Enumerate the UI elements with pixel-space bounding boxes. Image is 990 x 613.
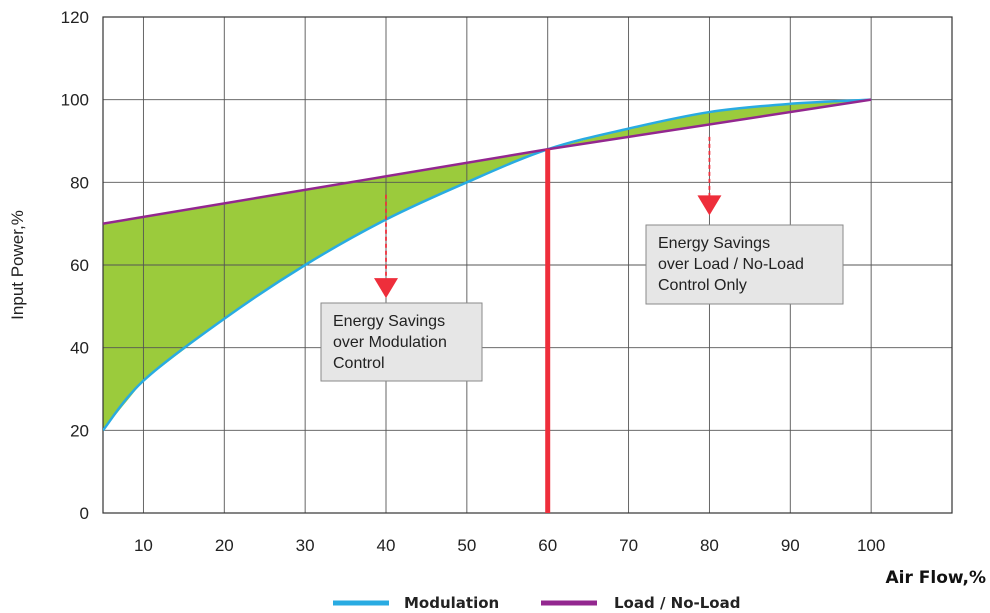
- annotation-text-1-line-2: over Modulation: [333, 334, 447, 351]
- legend-label-load-no-load: Load / No-Load: [614, 594, 740, 612]
- tick-layer: 10 20 30 40 50 60 70 80 90 100 0 20 40 60 80 100 120: [61, 8, 886, 555]
- annotation-text-2-line-1: Energy Savings: [658, 235, 770, 252]
- x-tick-label-50: 50: [457, 536, 476, 555]
- annotation-box-2: [645, 224, 844, 305]
- x-tick-label-40: 40: [377, 536, 396, 555]
- y-tick-label-80: 80: [70, 173, 89, 192]
- x-tick-label-100: 100: [857, 536, 885, 555]
- y-tick-label-40: 40: [70, 339, 89, 358]
- annotation-text-2-line-2: over Load / No-Load: [658, 256, 804, 273]
- y-axis-label: Input Power,%: [8, 210, 27, 320]
- annotation-text-1-line-3: Control: [333, 355, 385, 372]
- x-tick-label-30: 30: [296, 536, 315, 555]
- plot-border: [102, 16, 953, 514]
- x-tick-label-90: 90: [781, 536, 800, 555]
- annotation-text-2-line-3: Control Only: [658, 277, 747, 294]
- x-tick-label-80: 80: [700, 536, 719, 555]
- y-tick-label-100: 100: [61, 91, 89, 110]
- x-tick-label-60: 60: [538, 536, 557, 555]
- x-tick-label-20: 20: [215, 536, 234, 555]
- legend-label-modulation: Modulation: [404, 594, 499, 612]
- y-tick-label-120: 120: [61, 8, 89, 27]
- x-tick-label-70: 70: [619, 536, 638, 555]
- x-tick-label-10: 10: [134, 536, 153, 555]
- legend: Modulation Load / No-Load: [333, 594, 740, 612]
- series-line-modulation: [103, 98, 872, 432]
- y-tick-label-60: 60: [70, 256, 89, 275]
- annotation-text-1-line-1: Energy Savings: [333, 313, 445, 330]
- y-tick-label-0: 0: [80, 504, 89, 523]
- y-tick-label-20: 20: [70, 421, 89, 440]
- annotation-arrow-head-1: [374, 278, 398, 299]
- annotation-layer: Energy Savings over Modulation Control Ener…: [320, 136, 844, 382]
- annotation-arrow-head-2: [697, 195, 722, 216]
- annotation-box-1: [320, 302, 483, 382]
- x-axis-label: Air Flow,%: [885, 568, 986, 588]
